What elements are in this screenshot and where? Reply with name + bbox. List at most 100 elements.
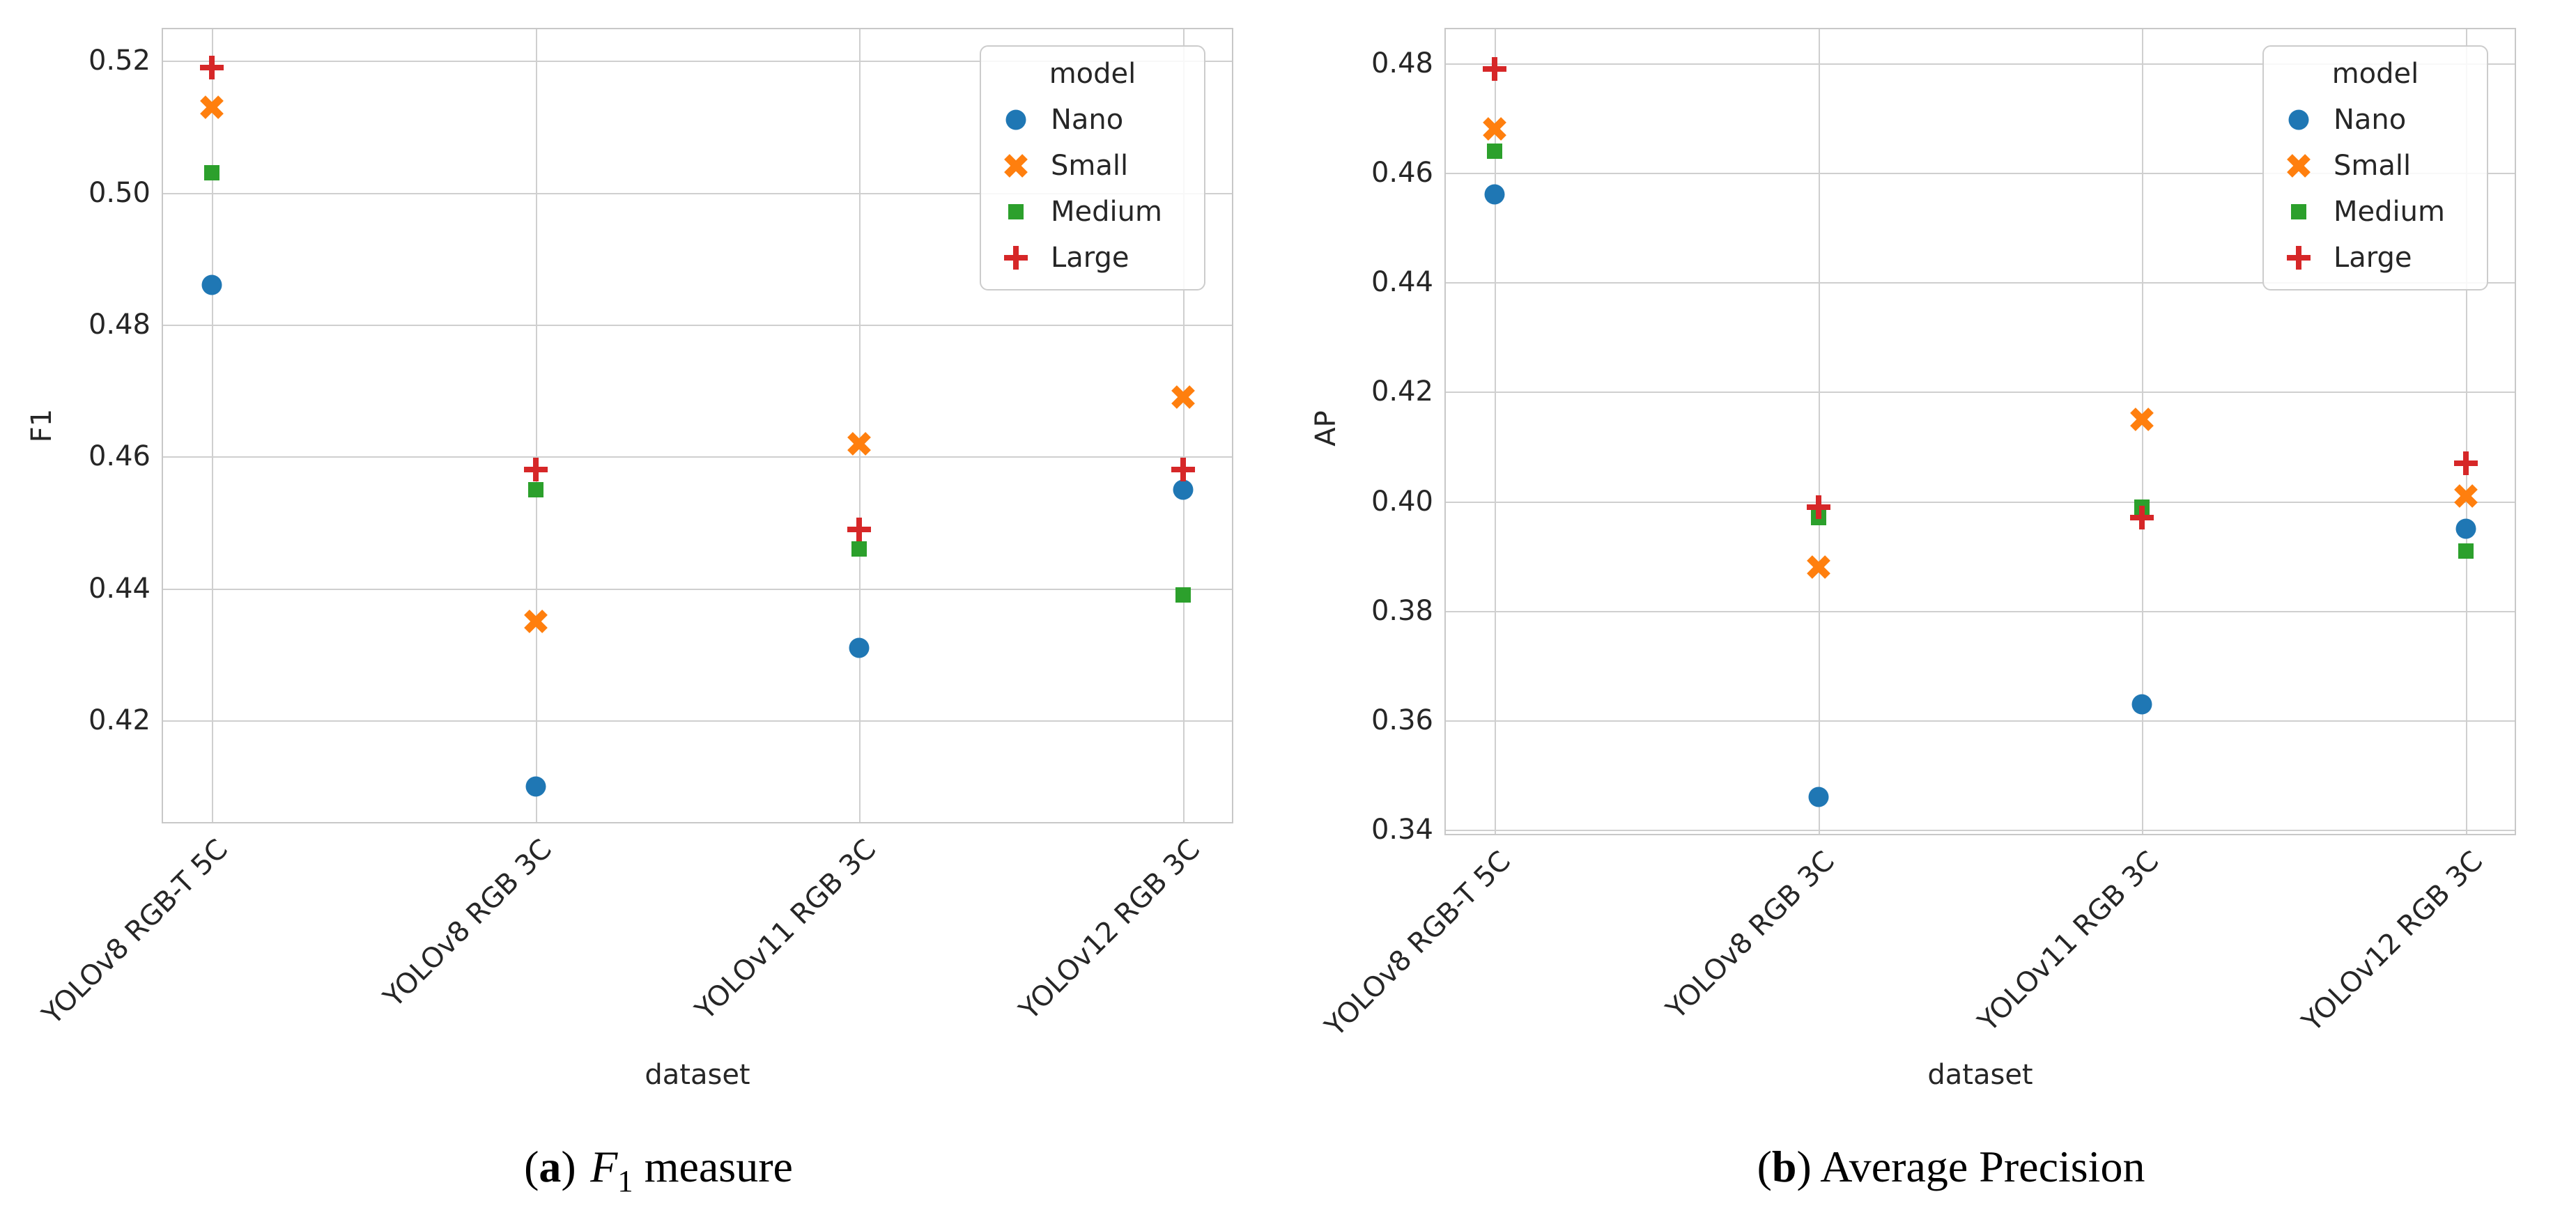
circle-marker-icon xyxy=(2264,107,2334,133)
legend-item-medium: Medium xyxy=(981,189,1204,235)
point-medium-4 xyxy=(2453,538,2479,564)
point-nano-3 xyxy=(846,635,872,661)
gridline-horizontal xyxy=(163,192,1232,194)
point-medium-1 xyxy=(1481,138,1508,164)
x-axis-label-dataset-b: dataset xyxy=(1927,1059,2033,1091)
legend-items: Nano Small Medium Large xyxy=(2264,97,2487,281)
point-small-1 xyxy=(1481,116,1508,142)
caption-a: (a) F1 measure xyxy=(524,1141,793,1199)
x-tick-label-yolov12-rgb-3c: YOLOv12 RGB 3C xyxy=(1012,833,1206,1026)
point-small-4 xyxy=(1170,384,1196,410)
legend-label: Nano xyxy=(2334,104,2407,136)
x-tick-label-yolov8-rgb-3c: YOLOv8 RGB 3C xyxy=(1660,845,1842,1025)
y-axis-label-f1: F1 xyxy=(26,408,58,443)
point-small-2 xyxy=(523,608,549,635)
point-nano-4 xyxy=(2453,516,2479,542)
legend-label: Nano xyxy=(1051,104,1124,136)
point-nano-1 xyxy=(199,272,225,298)
legend-label: Large xyxy=(2334,242,2412,274)
legend-f1: model Nano Small Medium Large xyxy=(980,45,1205,290)
point-small-4 xyxy=(2453,483,2479,509)
caption-a-math: F1 xyxy=(590,1142,633,1198)
caption-b-paren: ( xyxy=(1757,1142,1772,1191)
legend-item-medium: Medium xyxy=(2264,189,2487,235)
legend-item-nano: Nano xyxy=(981,97,1204,143)
point-nano-1 xyxy=(1481,181,1508,208)
gridline-horizontal xyxy=(1446,63,2515,65)
x-tick-label-yolov11-rgb-3c: YOLOv11 RGB 3C xyxy=(1971,845,2165,1038)
x-tick-label-yolov8-rgb-t-5c: YOLOv8 RGB-T 5C xyxy=(36,833,235,1031)
caption-b-letter: b xyxy=(1771,1142,1797,1191)
point-large-2 xyxy=(1805,494,1832,520)
legend-item-small: Small xyxy=(2264,143,2487,189)
gridline-vertical xyxy=(1494,29,1496,834)
gridline-horizontal xyxy=(163,720,1232,722)
gridline-horizontal xyxy=(163,588,1232,590)
legend-items: Nano Small Medium Large xyxy=(981,97,1204,281)
gridline-vertical xyxy=(2142,29,2144,834)
square-marker-icon xyxy=(2264,199,2334,225)
y-tick-label: 0.52 xyxy=(88,45,151,77)
y-tick-label: 0.40 xyxy=(1371,485,1433,518)
y-tick-label: 0.46 xyxy=(1371,156,1433,189)
y-tick-label: 0.44 xyxy=(1371,266,1433,299)
y-tick-label: 0.36 xyxy=(1371,704,1433,737)
gridline-vertical xyxy=(535,29,537,822)
y-tick-label: 0.48 xyxy=(1371,47,1433,79)
x-tick-label-yolov12-rgb-3c: YOLOv12 RGB 3C xyxy=(2295,845,2489,1038)
point-nano-2 xyxy=(523,773,549,800)
x-tick-label-yolov8-rgb-3c: YOLOv8 RGB 3C xyxy=(378,833,559,1014)
point-medium-4 xyxy=(1170,582,1196,608)
caption-a-letter: a xyxy=(539,1142,562,1191)
legend-title: model xyxy=(1049,58,1136,90)
x-tick-label-yolov8-rgb-t-5c: YOLOv8 RGB-T 5C xyxy=(1319,845,1518,1043)
gridline-horizontal xyxy=(1446,392,2515,394)
gridline-vertical xyxy=(211,29,213,822)
point-medium-3 xyxy=(846,536,872,562)
legend-ap: model Nano Small Medium Large xyxy=(2262,45,2488,290)
caption-a-text: measure xyxy=(633,1142,793,1191)
legend-item-large: Large xyxy=(981,235,1204,281)
gridline-horizontal xyxy=(163,325,1232,327)
y-tick-label: 0.38 xyxy=(1371,594,1433,627)
point-large-4 xyxy=(1170,456,1196,483)
point-small-3 xyxy=(846,431,872,457)
gridline-horizontal xyxy=(1446,720,2515,722)
y-tick-label: 0.48 xyxy=(88,309,151,341)
x-axis-label-dataset-a: dataset xyxy=(645,1059,750,1091)
gridline-vertical xyxy=(859,29,861,822)
legend-label: Small xyxy=(1051,150,1129,182)
axes-ap-plot: model Nano Small Medium Large 0.34 0.36 0.38 0… xyxy=(1319,28,2516,1043)
y-tick-label: 0.44 xyxy=(88,572,151,605)
caption-b: (b) Average Precision xyxy=(1757,1141,2145,1193)
point-large-2 xyxy=(523,456,549,483)
axes-f1-plot: model Nano Small Medium Large 0.42 0.44 0.46 0… xyxy=(36,28,1233,1031)
gridline-horizontal xyxy=(1446,830,2515,832)
gridline-vertical xyxy=(1818,29,1820,834)
point-large-3 xyxy=(2129,504,2155,531)
legend-label: Medium xyxy=(1051,196,1162,228)
caption-a-paren: ( xyxy=(524,1142,539,1191)
point-nano-2 xyxy=(1805,784,1832,810)
point-small-1 xyxy=(199,94,225,121)
legend-title: model xyxy=(2331,58,2419,90)
point-large-1 xyxy=(1481,56,1508,82)
circle-marker-icon xyxy=(981,107,1051,133)
gridline-horizontal xyxy=(163,61,1232,63)
y-tick-label: 0.42 xyxy=(1371,375,1433,408)
gridline-horizontal xyxy=(1446,172,2515,174)
plus-marker-icon xyxy=(981,245,1051,271)
y-tick-label: 0.50 xyxy=(88,176,151,209)
gridline-horizontal xyxy=(1446,501,2515,503)
y-axis-label-ap: AP xyxy=(1310,410,1342,447)
x-marker-icon xyxy=(2264,153,2334,179)
legend-item-nano: Nano xyxy=(2264,97,2487,143)
point-small-3 xyxy=(2129,406,2155,433)
caption-b-text: Average Precision xyxy=(1811,1142,2145,1191)
point-small-2 xyxy=(1805,554,1832,580)
gridline-horizontal xyxy=(163,456,1232,458)
point-medium-1 xyxy=(199,160,225,186)
point-nano-4 xyxy=(1170,477,1196,503)
x-tick-label-yolov11-rgb-3c: YOLOv11 RGB 3C xyxy=(688,833,882,1026)
